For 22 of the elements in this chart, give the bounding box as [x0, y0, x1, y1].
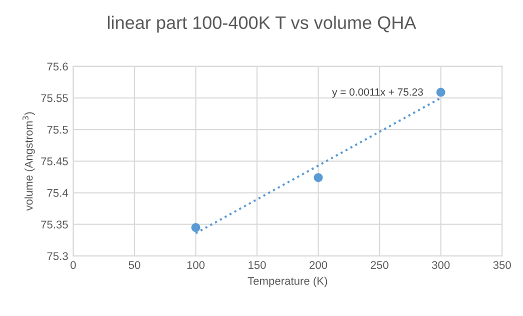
x-tick-label: 200 [310, 261, 328, 269]
y-tick-label: 75.35 [41, 220, 68, 228]
y-tick-label: 75.3 [47, 252, 68, 260]
point [314, 173, 323, 182]
x-tick-label: 250 [370, 261, 388, 269]
x-tick-label: 0 [70, 261, 76, 269]
annotation: y = 0.0011x + 75.23 [332, 88, 423, 98]
y-tick-label: 75.5 [47, 126, 68, 134]
x-tick-label: 150 [248, 261, 266, 269]
point [191, 223, 200, 232]
x-axis-title: Temperature (K) [248, 276, 328, 288]
point [436, 88, 446, 97]
x-tick-label: 100 [187, 261, 205, 269]
y-tick-label: 75.4 [47, 189, 68, 197]
x-tick-label: 300 [432, 261, 450, 269]
y-axis-title: volume (Angstrom$^{3}$) [22, 112, 35, 211]
x-tick-label: 50 [128, 261, 140, 269]
y-tick-label: 75.45 [41, 158, 68, 166]
y-tick-label: 75.55 [41, 94, 68, 102]
chart-title: linear part 100-400K T vs volume QHA [108, 16, 416, 33]
y-tick-label: 75.6 [47, 62, 68, 70]
x-tick-label: 350 [493, 261, 511, 269]
